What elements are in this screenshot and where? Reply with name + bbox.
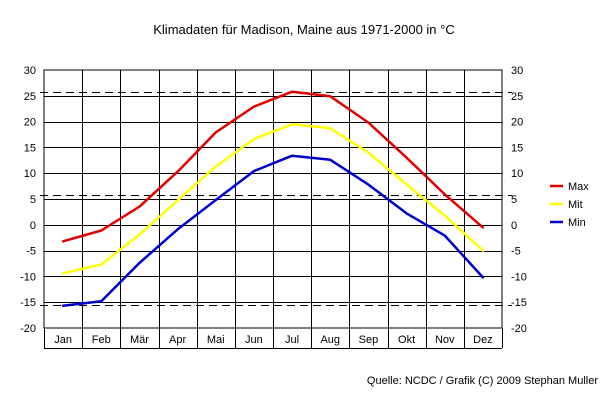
y-tick-label-right: -5	[511, 246, 521, 258]
y-tick-label-left: 30	[24, 65, 36, 77]
y-tick-label-right: 10	[511, 168, 523, 180]
series-line-mit	[61, 122, 485, 275]
y-tick-label-left: -20	[20, 323, 36, 335]
y-tick-label-left: 10	[24, 168, 36, 180]
legend-label-mit: Mit	[568, 199, 583, 211]
legend-label-min: Min	[568, 217, 586, 229]
y-tick-label-right: -15	[511, 297, 527, 309]
x-tick-label: Feb	[92, 334, 111, 346]
series-line-max	[61, 90, 485, 243]
y-tick-label-left: 15	[24, 142, 36, 154]
source-credit: Quelle: NCDC / Grafik (C) 2009 Stephan M…	[367, 375, 598, 387]
y-tick-label-right: 5	[511, 194, 517, 206]
y-tick-label-left: 25	[24, 91, 36, 103]
y-tick-label-left: -15	[20, 297, 36, 309]
y-tick-label-right: -20	[511, 323, 527, 335]
y-tick-label-left: -5	[26, 246, 36, 258]
legend-label-max: Max	[568, 181, 589, 193]
y-tick-label-left: 5	[30, 194, 36, 206]
x-tick-label: Sep	[359, 334, 379, 346]
y-axis-right: 30 25 20 15 10 5 0 -5 -10 -15 -20	[511, 65, 527, 335]
reference-lines	[40, 92, 512, 306]
x-tick-label: Jul	[285, 334, 299, 346]
x-tick-label: Aug	[320, 334, 340, 346]
x-axis: Jan Feb Mär Apr Mai Jun Jul Aug Sep Okt Nov Dez	[54, 334, 492, 346]
series-lines	[61, 90, 485, 308]
y-tick-label-left: -10	[20, 271, 36, 283]
y-tick-label-right: 0	[511, 220, 517, 232]
y-tick-label-left: 20	[24, 117, 36, 129]
x-tick-label: Mai	[207, 334, 225, 346]
legend: Max Mit Min	[550, 181, 589, 229]
x-tick-label: Jun	[245, 334, 263, 346]
y-axis-left: 30 25 20 15 10 5 0 -5 -10 -15 -20	[20, 65, 36, 335]
x-tick-label: Jan	[54, 334, 72, 346]
x-tick-label: Dez	[473, 334, 493, 346]
y-tick-label-right: 30	[511, 65, 523, 77]
y-tick-label-right: 25	[511, 91, 523, 103]
series-line-min	[61, 154, 485, 308]
x-tick-label: Nov	[435, 334, 455, 346]
y-tick-label-left: 0	[30, 220, 36, 232]
y-tick-label-right: 20	[511, 117, 523, 129]
plot-grid	[43, 69, 503, 349]
y-tick-label-right: 15	[511, 142, 523, 154]
x-tick-label: Mär	[130, 334, 149, 346]
chart-title: Klimadaten für Madison, Maine aus 1971-2…	[153, 22, 454, 37]
x-tick-label: Apr	[169, 334, 186, 346]
x-tick-label: Okt	[398, 334, 415, 346]
y-tick-label-right: -10	[511, 271, 527, 283]
